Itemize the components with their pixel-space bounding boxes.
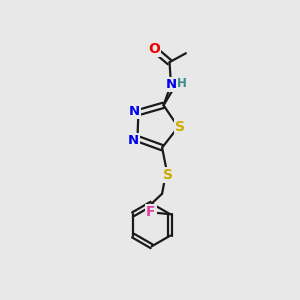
Text: S: S: [175, 120, 185, 134]
Text: H: H: [177, 77, 187, 90]
Text: S: S: [163, 168, 173, 182]
Text: N: N: [128, 134, 139, 147]
Text: N: N: [165, 78, 177, 91]
Text: N: N: [128, 104, 140, 118]
Text: F: F: [146, 205, 156, 219]
Text: O: O: [148, 41, 160, 56]
